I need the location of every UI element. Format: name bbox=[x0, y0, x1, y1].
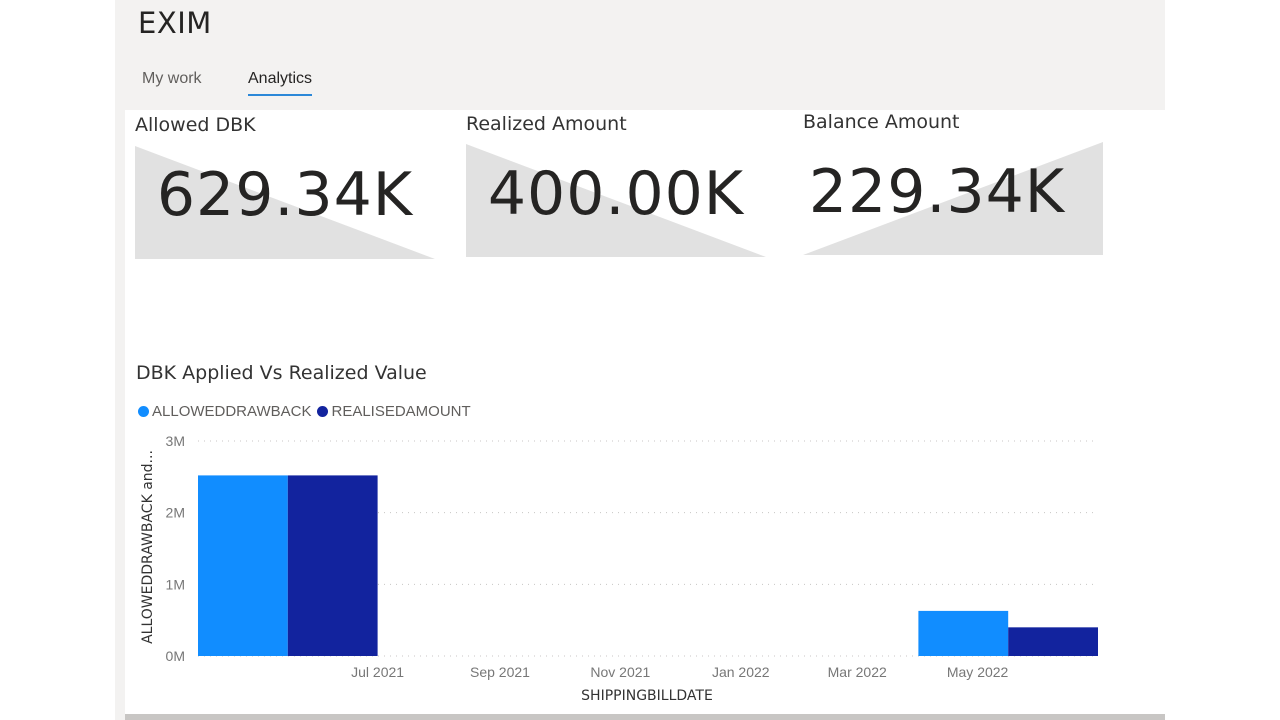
legend-label: REALISEDAMOUNT bbox=[331, 403, 471, 420]
card-value: 629.34K bbox=[156, 160, 414, 230]
bar-realisedamount[interactable] bbox=[287, 475, 378, 656]
card-background-shape bbox=[135, 146, 435, 259]
card-value: 229.34K bbox=[808, 157, 1066, 227]
bar-alloweddrawback[interactable] bbox=[918, 610, 1009, 656]
legend-dot-icon bbox=[317, 406, 329, 417]
card-label: Balance Amount bbox=[803, 111, 960, 133]
chart-title: DBK Applied Vs Realized Value bbox=[136, 362, 427, 384]
bar-alloweddrawback[interactable] bbox=[198, 475, 288, 656]
tab-analytics[interactable]: Analytics bbox=[248, 70, 313, 96]
chart-legend: ALLOWEDDRAWBACK REALISEDAMOUNT bbox=[138, 403, 471, 420]
card-realized-amount[interactable]: Realized Amount 400.00K bbox=[466, 113, 766, 258]
legend-dot-icon bbox=[138, 406, 149, 417]
card-value: 400.00K bbox=[487, 159, 745, 229]
horizontal-scrollbar[interactable] bbox=[125, 714, 1165, 720]
bar-realisedamount[interactable] bbox=[1008, 627, 1098, 656]
card-balance-amount[interactable]: Balance Amount 229.34K bbox=[803, 111, 1103, 256]
card-background-shape bbox=[803, 142, 1103, 255]
card-allowed-dbk[interactable]: Allowed DBK 629.34K bbox=[135, 114, 435, 259]
legend-item-realisedamount[interactable]: REALISEDAMOUNT bbox=[317, 403, 471, 420]
legend-item-alloweddrawback[interactable]: ALLOWEDDRAWBACK bbox=[138, 403, 311, 420]
app-header: EXIM My work Analytics bbox=[115, 0, 1165, 110]
app-title: EXIM bbox=[138, 6, 212, 40]
legend-label: ALLOWEDDRAWBACK bbox=[152, 403, 312, 420]
card-label: Realized Amount bbox=[466, 113, 627, 135]
tab-my-work[interactable]: My work bbox=[142, 70, 202, 87]
card-background-shape bbox=[466, 144, 766, 257]
card-label: Allowed DBK bbox=[135, 114, 256, 136]
